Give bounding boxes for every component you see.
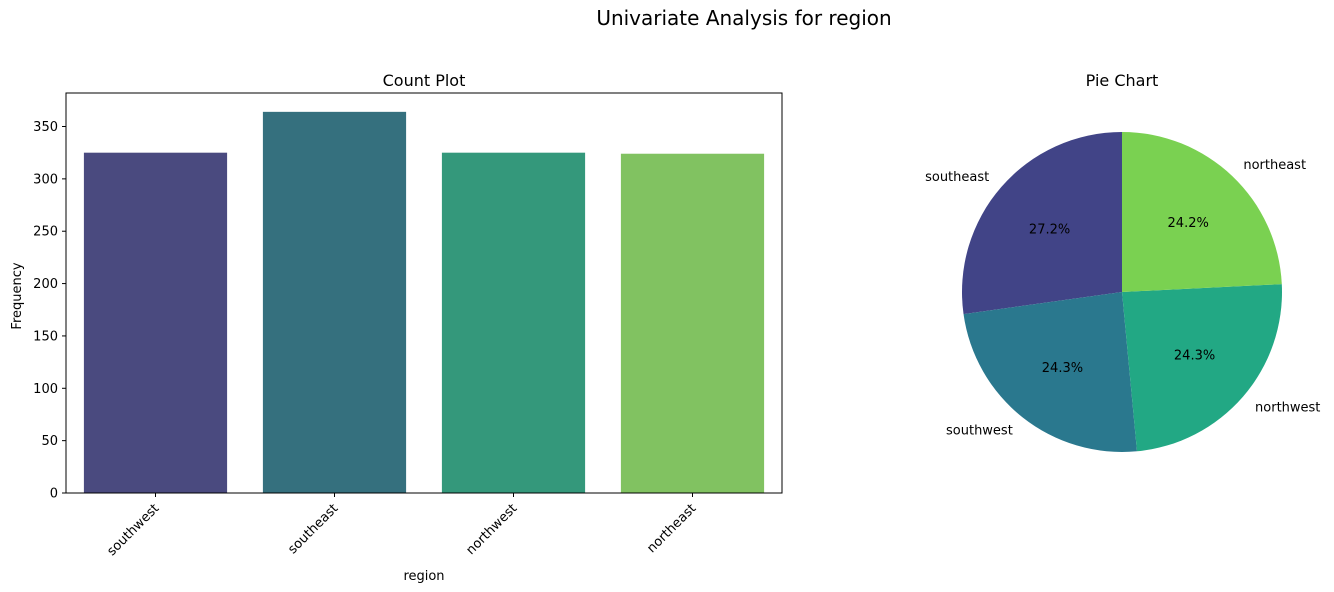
pie-label-northeast: northeast: [1243, 158, 1306, 173]
x-tick-label: northwest: [463, 501, 520, 558]
pie-label-northwest: northwest: [1255, 401, 1320, 416]
y-tick-label: 0: [50, 487, 58, 502]
pie-slice-southeast: [961, 132, 1122, 315]
count-plot-title: Count Plot: [383, 71, 466, 90]
x-tick-label: northeast: [644, 501, 699, 556]
pie-percent-label: 24.3%: [1174, 348, 1215, 363]
y-tick-label: 50: [41, 434, 58, 449]
bars: [83, 111, 765, 494]
pie-percent-label: 27.2%: [1029, 222, 1070, 237]
pie-percent-label: 24.2%: [1168, 216, 1209, 231]
y-axis-label: Frequency: [10, 262, 25, 329]
pie-slice-southwest: [963, 292, 1138, 452]
pie-slices: 27.2% southeast 24.3% southwest 24.3% northwe…: [925, 132, 1320, 452]
pie-label-southwest: southwest: [946, 424, 1013, 439]
y-tick-label: 250: [33, 225, 58, 240]
y-tick-label: 350: [33, 120, 58, 135]
x-tick-label: southeast: [285, 501, 341, 557]
pie-label-southeast: southeast: [925, 170, 989, 185]
pie-slice-northeast: [1122, 132, 1282, 292]
x-axis-label: region: [403, 569, 444, 584]
bar-northwest: [441, 152, 586, 494]
pie-percent-label: 24.3%: [1042, 361, 1083, 376]
pie-chart: Pie Chart 27.2% southeast 24.3% southwest 24…: [925, 71, 1320, 452]
figure-title: Univariate Analysis for region: [596, 6, 891, 30]
y-tick-label: 150: [33, 329, 58, 344]
x-tick-label: southwest: [104, 501, 162, 559]
bar-northeast: [620, 153, 765, 494]
bar-southeast: [262, 111, 407, 493]
y-tick-label: 100: [33, 382, 58, 397]
pie-chart-title: Pie Chart: [1086, 71, 1159, 90]
pie-slice-northwest: [1122, 284, 1282, 452]
bar-southwest: [83, 152, 228, 494]
y-tick-label: 200: [33, 277, 58, 292]
plot-frame: [65, 92, 783, 494]
count-plot: Count Plot southwest southeast northwest no…: [10, 71, 783, 584]
y-tick-label: 300: [33, 172, 58, 187]
